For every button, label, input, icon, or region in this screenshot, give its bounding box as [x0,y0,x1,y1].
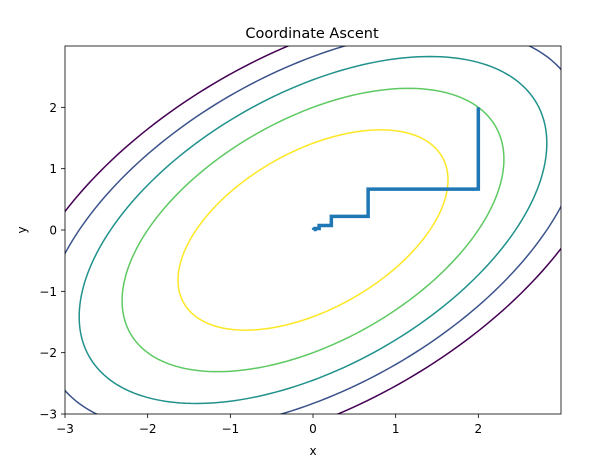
ascent-path-line [311,107,481,232]
ascent-path-layer [311,107,481,232]
y-axis-label: y [15,226,29,233]
y-tick-label: −1 [39,285,57,299]
x-tick-label: 0 [309,422,317,436]
x-tick-label: 2 [475,422,483,436]
contour-level--2 [177,129,449,331]
chart-title: Coordinate Ascent [245,26,379,42]
x-axis: −3 −2 −1 0 1 2 [56,414,482,436]
contour-level--6 [78,55,548,405]
x-tick-label: −1 [221,422,239,436]
y-tick-label: 1 [49,162,57,176]
x-tick-label: −2 [139,422,157,436]
y-tick-label: 0 [49,224,57,238]
x-axis-label: x [309,444,316,458]
y-tick-label: 2 [49,101,57,115]
x-tick-label: −3 [56,422,74,436]
y-tick-label: −3 [39,408,57,422]
y-axis: −3 −2 −1 0 1 2 [39,101,65,422]
contour-level--4 [121,87,505,373]
contour-level--8 [65,46,561,414]
x-tick-label: 1 [392,422,400,436]
y-tick-label: −2 [39,346,57,360]
contour-lines [65,46,561,414]
